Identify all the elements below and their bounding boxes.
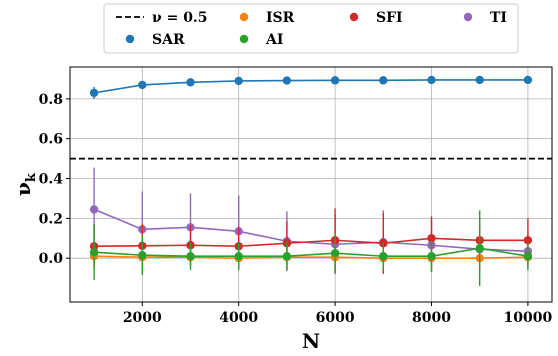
y-tick-label: 0.4 [39, 172, 64, 188]
legend-label-sar: SAR [152, 32, 185, 48]
legend-label-ai: AI [265, 32, 283, 48]
data-point-ai [379, 251, 388, 261]
series-line-isr [94, 255, 528, 259]
data-point-sar [186, 78, 195, 87]
data-point-sar [138, 80, 147, 90]
data-point-sar [89, 88, 99, 98]
y-axis-ticks: 0.0 0.2 0.4 0.6 0.8 [39, 92, 70, 267]
data-point-sar [330, 76, 340, 85]
x-tick-label: 6000 [316, 310, 355, 326]
legend-marker-ai [239, 34, 249, 44]
data-point-sfi [523, 236, 533, 245]
data-point-sar [379, 76, 388, 85]
data-point-sar [523, 75, 533, 85]
x-axis-label: N [302, 329, 320, 353]
y-tick-label: 0.2 [39, 211, 63, 227]
x-tick-label: 8000 [412, 310, 451, 326]
y-tick-label: 0.8 [39, 92, 63, 108]
x-axis-ticks: 2000 4000 6000 8000 10000 [123, 302, 553, 326]
x-tick-label: 10000 [504, 310, 553, 326]
series-group [89, 75, 533, 287]
data-point-ai [89, 248, 99, 257]
data-point-ai [138, 250, 147, 260]
plot-area-frame [69, 66, 553, 303]
data-point-ai [475, 244, 484, 253]
legend-marker-ti [463, 12, 473, 22]
series-line-ti [93, 208, 528, 253]
legend: ν = 0.5 ISR SFI TI SAR AI [103, 3, 519, 54]
data-point-sar [234, 76, 243, 86]
series-ai [89, 210, 533, 287]
series-sar [89, 75, 533, 99]
data-point-sar [427, 75, 436, 85]
x-tick-label: 2000 [123, 310, 162, 326]
data-point-ai [282, 251, 292, 261]
series-line-ai [94, 247, 529, 257]
data-point-ti [89, 205, 99, 214]
legend-label-isr: ISR [266, 10, 295, 26]
data-point-sfi [427, 234, 436, 243]
y-tick-label: 0.6 [39, 132, 63, 148]
x-tick-label: 4000 [219, 310, 258, 326]
data-point-ai [330, 249, 340, 258]
data-point-ai [234, 251, 243, 261]
legend-label-reference: ν = 0.5 [152, 10, 208, 26]
series-line-sar [93, 79, 528, 94]
grid [70, 67, 552, 302]
y-axis-label-main: ν [11, 182, 35, 196]
legend-marker-sfi [349, 12, 359, 22]
legend-label-sfi: SFI [376, 10, 403, 26]
y-axis-label-subscript: k [24, 172, 39, 182]
legend-box [103, 3, 519, 54]
series-line-sfi [94, 237, 528, 248]
legend-label-ti: TI [490, 10, 507, 26]
legend-marker-sar [125, 34, 135, 44]
data-point-ai [186, 251, 195, 261]
y-axis-label: νk [11, 172, 39, 196]
data-point-ai [427, 251, 436, 261]
data-point-sar [475, 75, 484, 85]
legend-marker-isr [239, 12, 249, 22]
y-tick-label: 0.0 [39, 251, 64, 267]
data-point-ai [523, 251, 533, 261]
data-point-sar [282, 76, 292, 85]
